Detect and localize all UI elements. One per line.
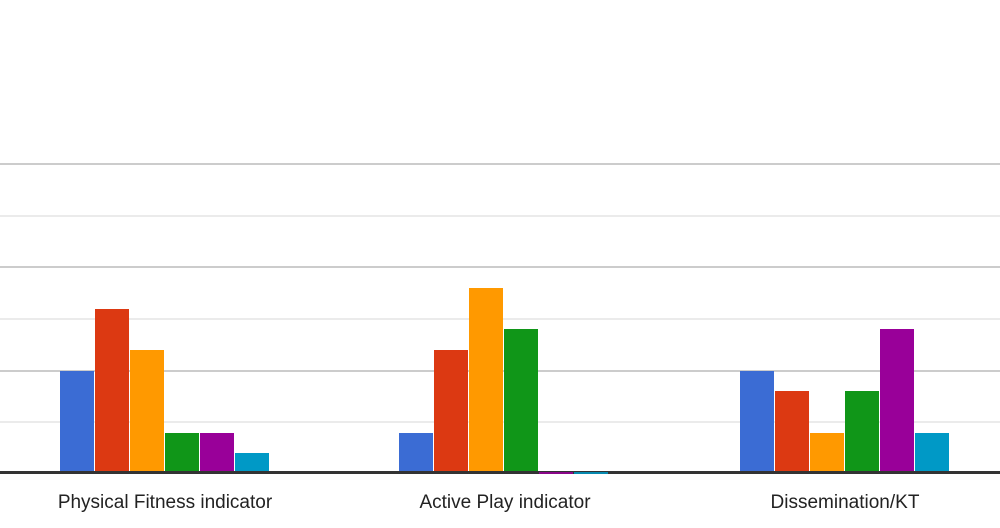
bar-blue[interactable] [399, 433, 433, 474]
bar-purple[interactable] [539, 472, 573, 474]
bar-orange[interactable] [810, 433, 844, 474]
x-axis-label-physical-fitness: Physical Fitness indicator [57, 492, 273, 513]
gridline-minor [0, 215, 1000, 217]
gridline-major [0, 163, 1000, 165]
bar-purple[interactable] [880, 329, 914, 474]
bar-cyan[interactable] [574, 472, 608, 474]
bar-blue[interactable] [60, 371, 94, 474]
bar-cyan[interactable] [235, 453, 269, 474]
bar-red[interactable] [95, 309, 129, 474]
gridline-major [0, 266, 1000, 268]
bar-orange[interactable] [469, 288, 503, 474]
bar-green[interactable] [504, 329, 538, 474]
bar-green[interactable] [845, 391, 879, 474]
bar-purple[interactable] [200, 433, 234, 474]
bar-blue[interactable] [740, 371, 774, 474]
bar-red[interactable] [434, 350, 468, 474]
x-axis-label-dissemination: Dissemination/KT [770, 492, 920, 513]
bar-green[interactable] [165, 433, 199, 474]
bar-red[interactable] [775, 391, 809, 474]
bar-orange[interactable] [130, 350, 164, 474]
x-axis-line [0, 471, 1000, 474]
x-axis-label-active-play: Active Play indicator [419, 492, 591, 513]
bar-cyan[interactable] [915, 433, 949, 474]
